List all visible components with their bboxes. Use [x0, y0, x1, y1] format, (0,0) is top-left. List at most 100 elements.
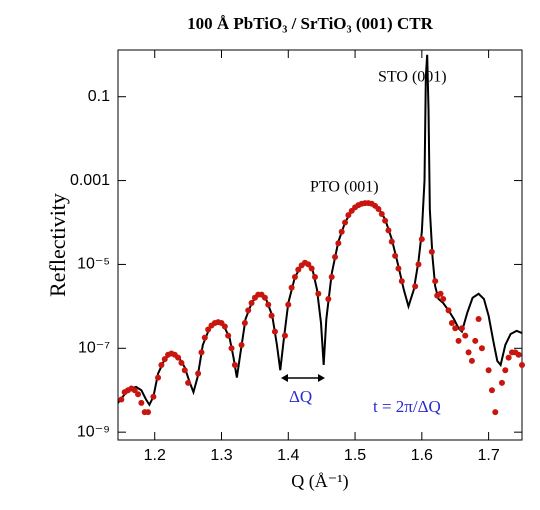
- data-point: [315, 290, 322, 297]
- data-point: [145, 409, 152, 416]
- data-point: [325, 295, 332, 302]
- chart-title: 100 Å PbTiO₃ / SrTiO₃ (001) CTR: [187, 14, 433, 33]
- data-point: [231, 361, 238, 368]
- data-point: [468, 357, 475, 364]
- annotation: PTO (001): [310, 179, 379, 196]
- data-point: [338, 228, 345, 235]
- x-axis-label: Q (Å⁻¹): [291, 471, 348, 492]
- data-point: [458, 325, 465, 332]
- x-tick-label: 1.5: [344, 447, 366, 464]
- data-point: [228, 345, 235, 352]
- data-point: [345, 212, 352, 219]
- data-point: [138, 399, 145, 406]
- data-point: [178, 359, 185, 366]
- data-point: [418, 236, 425, 243]
- x-tick-label: 1.3: [210, 447, 232, 464]
- data-point: [135, 391, 142, 398]
- data-point: [175, 354, 182, 361]
- data-point: [432, 278, 439, 285]
- data-point: [398, 278, 405, 285]
- annotation: t = 2π/ΔQ: [373, 397, 441, 416]
- plot-frame: [117, 49, 523, 441]
- data-point: [392, 252, 399, 259]
- data-point: [161, 356, 168, 363]
- data-point: [265, 301, 272, 308]
- data-point: [437, 290, 444, 297]
- data-point: [305, 261, 312, 268]
- model-line: [118, 54, 522, 407]
- data-point: [288, 284, 295, 291]
- data-point: [241, 320, 248, 327]
- data-point: [335, 240, 342, 247]
- data-point: [198, 349, 205, 356]
- data-point: [478, 345, 485, 352]
- data-point: [311, 274, 318, 281]
- data-point: [328, 274, 335, 281]
- data-point: [238, 341, 245, 348]
- annotation: ΔQ: [289, 387, 312, 406]
- data-point: [295, 266, 302, 273]
- data-point: [205, 326, 212, 333]
- data-point: [245, 307, 252, 314]
- data-point: [118, 396, 125, 403]
- data-point: [440, 295, 447, 302]
- data-point: [150, 393, 157, 400]
- data-point: [492, 409, 499, 416]
- data-point: [261, 294, 268, 301]
- data-point: [131, 387, 138, 394]
- data-point: [225, 332, 232, 339]
- data-point: [185, 379, 192, 386]
- data-point: [505, 354, 512, 361]
- data-point: [201, 334, 208, 341]
- data-point: [445, 307, 452, 314]
- data-point: [271, 328, 278, 335]
- y-tick-label: 10⁻⁵: [77, 256, 110, 273]
- data-point: [248, 300, 255, 307]
- x-tick-label: 1.4: [277, 447, 299, 464]
- data-point: [488, 387, 495, 394]
- data-point: [268, 312, 275, 319]
- data-point: [385, 227, 392, 234]
- data-point: [195, 370, 202, 377]
- data-point: [448, 320, 455, 327]
- y-tick-label: 0.001: [70, 172, 110, 189]
- y-tick-label: 10⁻⁷: [78, 340, 110, 357]
- y-axis-label: Reflectivity: [45, 193, 70, 297]
- data-point: [158, 361, 165, 368]
- data-point: [519, 361, 525, 368]
- data-point: [382, 217, 389, 224]
- data-point: [472, 337, 479, 344]
- data-point: [332, 254, 339, 261]
- data-point: [155, 374, 162, 381]
- x-tick-label: 1.6: [411, 447, 433, 464]
- data-point: [375, 205, 382, 212]
- data-point: [395, 265, 402, 272]
- data-point: [502, 367, 509, 374]
- data-point: [181, 367, 188, 374]
- x-tick-label: 1.7: [477, 447, 499, 464]
- delta-arrow: [281, 374, 325, 382]
- annotation: STO (001): [378, 69, 447, 86]
- y-tick-label: 0.1: [88, 88, 110, 105]
- data-point: [452, 325, 459, 332]
- data-point: [388, 238, 395, 245]
- data-point: [412, 283, 419, 290]
- data-point: [221, 323, 228, 330]
- data-point: [498, 379, 505, 386]
- y-tick-label: 10⁻⁹: [77, 423, 110, 440]
- data-point: [281, 332, 288, 339]
- data-point: [515, 351, 522, 358]
- x-tick-label: 1.2: [144, 447, 166, 464]
- data-point: [475, 315, 482, 322]
- data-point: [465, 349, 472, 356]
- data-point: [485, 367, 492, 374]
- data-point: [455, 337, 462, 344]
- data-point: [378, 210, 385, 217]
- data-point: [342, 219, 349, 226]
- data-point: [462, 332, 469, 339]
- data-point: [291, 274, 298, 281]
- data-point: [428, 248, 435, 255]
- data-point: [415, 261, 422, 268]
- data-point: [285, 301, 292, 308]
